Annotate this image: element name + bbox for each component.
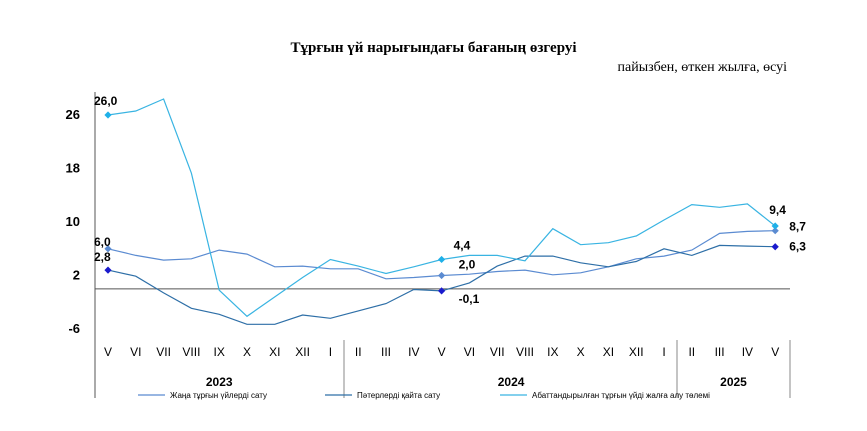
legend-label: Пәтерлерді қайта сату	[357, 391, 440, 400]
x-tick-label: XI	[603, 345, 614, 359]
series-markers	[104, 111, 779, 295]
x-tick-label: V	[771, 345, 779, 359]
x-tick-label: II	[355, 345, 362, 359]
y-tick-label: 10	[66, 214, 80, 229]
year-label: 2025	[720, 375, 747, 389]
x-tick-label: XII	[629, 345, 644, 359]
y-tick-label: 18	[66, 161, 80, 176]
series-line	[107, 98, 776, 318]
data-marker	[104, 266, 112, 274]
x-tick-label: I	[662, 345, 665, 359]
data-label: 4,4	[454, 238, 471, 252]
data-label: 26,0	[94, 94, 118, 108]
data-label: 6,3	[789, 240, 806, 254]
data-marker	[438, 271, 446, 280]
data-labels: 6,0 2,0 8,7 2,8 -0,1 6,3 26,0 4,4 9,4	[94, 94, 806, 306]
chart-subtitle: пайызбен, өткен жылға, өсуі	[617, 60, 788, 75]
data-marker	[771, 222, 779, 230]
x-tick-label: IX	[547, 345, 558, 359]
data-label: 2,0	[459, 258, 476, 272]
x-tick-label: III	[381, 345, 391, 359]
x-tick-label: VI	[130, 345, 141, 359]
series-line	[107, 230, 776, 280]
data-label: 6,0	[94, 235, 111, 249]
x-tick-label: XII	[295, 345, 310, 359]
chart-title: Тұрғын үй нарығындағы бағаның өзгеруі	[290, 40, 577, 56]
y-tick-label: -6	[68, 321, 80, 336]
x-tick-label: V	[104, 345, 112, 359]
x-tick-label: X	[243, 345, 251, 359]
x-tick-label: VIII	[182, 345, 200, 359]
x-tick-label: VIII	[516, 345, 534, 359]
data-marker	[104, 245, 112, 253]
data-marker	[771, 227, 779, 235]
x-tick-label: VII	[490, 345, 505, 359]
data-label: 8,7	[789, 220, 806, 234]
x-tick-label: IV	[742, 345, 753, 359]
data-marker	[438, 287, 446, 295]
data-label: 9,4	[769, 203, 786, 217]
x-tick-label: IV	[408, 345, 419, 359]
x-tick-label: VII	[156, 345, 171, 359]
legend: Жаңа тұрғын үйлерді сату Пәтерлерді қайта…	[138, 391, 710, 400]
data-label: 2,8	[94, 250, 111, 264]
x-tick-label: II	[688, 345, 695, 359]
year-label: 2024	[498, 375, 525, 389]
x-tick-label: III	[715, 345, 725, 359]
x-tick-label: IX	[214, 345, 225, 359]
data-marker	[771, 243, 779, 251]
x-tick-label: VI	[464, 345, 475, 359]
x-tick-label: X	[577, 345, 585, 359]
x-tick-label: I	[329, 345, 332, 359]
y-tick-label: 2	[73, 268, 80, 283]
x-tick-label: V	[438, 345, 446, 359]
data-label: -0,1	[459, 292, 480, 306]
x-tick-label: XI	[269, 345, 280, 359]
y-tick-label: 26	[66, 107, 80, 122]
legend-label: Абаттандырылған тұрғын үйді жалға алу тө…	[532, 391, 710, 400]
data-marker	[438, 255, 446, 264]
data-marker	[104, 111, 112, 119]
year-label: 2023	[206, 375, 233, 389]
legend-label: Жаңа тұрғын үйлерді сату	[170, 391, 267, 400]
